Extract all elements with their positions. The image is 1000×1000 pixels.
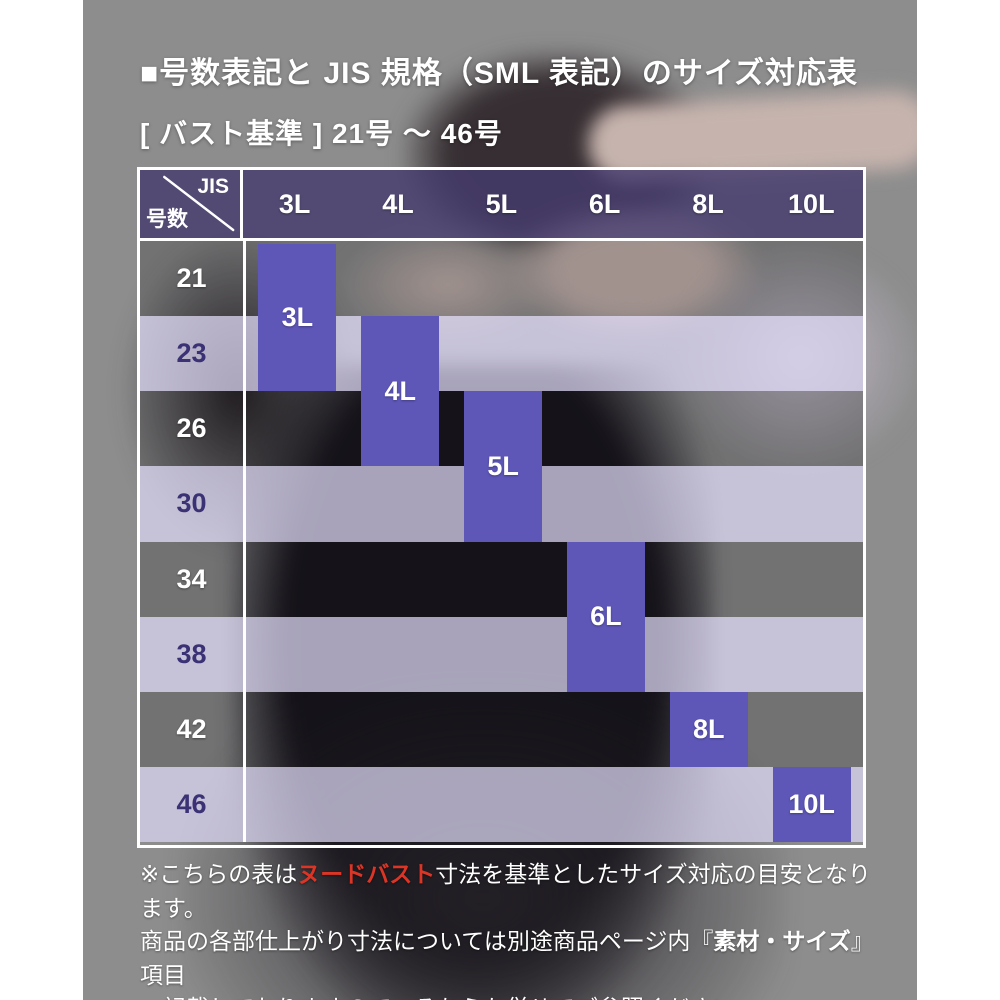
- footnote-segment: 商品の各部仕上がり寸法については別途商品ページ内『: [140, 928, 714, 954]
- corner-header-cell: JIS 号数: [140, 170, 243, 238]
- row-label-21: 21: [176, 263, 207, 294]
- table-row-21: 21: [140, 241, 863, 317]
- corner-label-gosu: 号数: [146, 208, 188, 231]
- table-row-34: 34: [140, 541, 863, 617]
- body-column-separator: [243, 241, 246, 842]
- corner-label-jis: JIS: [197, 175, 229, 198]
- footnote-text: ※こちらの表はヌードバスト寸法を基準としたサイズ対応の目安となります。 商品の各…: [140, 858, 888, 1000]
- footnote-segment: へ記載しておりますので、そちらも併せてご参照ください。: [140, 995, 759, 1000]
- row-label-34: 34: [176, 563, 207, 594]
- size-block-10l: 10L: [772, 766, 851, 842]
- column-headers: 3L 4L 5L 6L 8L 10L: [243, 170, 863, 238]
- size-block-8l-label: 8L: [693, 713, 725, 744]
- page-subtitle: [ バスト基準 ] 21号 ～ 46号: [140, 118, 503, 149]
- table-row-46: 46: [140, 766, 863, 842]
- column-header-6l: 6L: [588, 188, 621, 219]
- size-block-6l-label: 6L: [590, 601, 622, 632]
- size-block-3l: 3L: [258, 244, 337, 392]
- row-label-30: 30: [176, 488, 207, 519]
- size-block-4l-label: 4L: [384, 375, 417, 406]
- row-label-42: 42: [176, 713, 207, 744]
- table-row-23: 23: [140, 316, 863, 392]
- page-title: ■号数表記と JIS 規格（SML 表記）のサイズ対応表: [140, 57, 859, 90]
- size-block-4l: 4L: [361, 316, 440, 467]
- footnote-highlight-red: ヌードバスト: [297, 861, 436, 887]
- size-block-5l-label: 5L: [487, 450, 519, 481]
- diagonal-divider-line: [163, 175, 235, 232]
- row-label-38: 38: [176, 638, 207, 669]
- size-block-8l: 8L: [669, 691, 748, 767]
- column-header-4l: 4L: [382, 188, 414, 219]
- column-header-3l: 3L: [278, 188, 311, 219]
- size-block-3l-label: 3L: [281, 302, 314, 333]
- footnote-line-3: へ記載しておりますので、そちらも併せてご参照ください。: [140, 992, 888, 1000]
- row-label-26: 26: [176, 413, 207, 444]
- footnote-segment: ※こちらの表は: [140, 861, 298, 887]
- row-label-23: 23: [176, 338, 207, 369]
- column-header-10l: 10L: [788, 188, 835, 219]
- size-block-5l: 5L: [464, 391, 543, 542]
- table-body: 21 23 26 30 34 38 42 46 3L 4L 5L 6L 8L 1…: [140, 241, 863, 842]
- footnote-line-1: ※こちらの表はヌードバスト寸法を基準としたサイズ対応の目安となります。: [140, 858, 888, 925]
- table-header-row: JIS 号数 3L 4L 5L 6L 8L 10L: [140, 170, 863, 241]
- size-block-10l-label: 10L: [788, 788, 835, 819]
- table-row-38: 38: [140, 616, 863, 692]
- column-header-8l: 8L: [692, 188, 724, 219]
- footnote-line-2: 商品の各部仕上がり寸法については別途商品ページ内『素材・サイズ』項目: [140, 925, 888, 992]
- footnote-segment: 寸法を基準としたサイズ対応の目安となります。: [140, 861, 871, 921]
- size-correspondence-table: JIS 号数 3L 4L 5L 6L 8L 10L 21 23 26 30 34…: [137, 167, 866, 848]
- footnote-highlight-bold: 素材・サイズ: [713, 928, 851, 954]
- size-block-6l: 6L: [566, 541, 645, 692]
- row-label-46: 46: [176, 788, 207, 819]
- column-header-5l: 5L: [485, 188, 518, 219]
- table-row-42: 42: [140, 691, 863, 767]
- footnote-segment: 』項目: [140, 928, 874, 988]
